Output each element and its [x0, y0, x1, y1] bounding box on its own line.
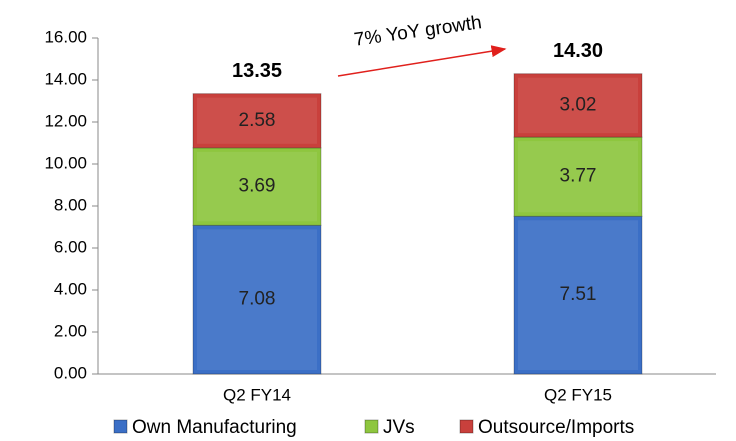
legend-label: JVs [383, 417, 415, 438]
bar-segment [192, 147, 322, 226]
bar-segment [192, 93, 322, 149]
y-tick-label: 4.00 [54, 279, 87, 298]
value-label: 2.58 [239, 110, 276, 131]
legend-swatch [113, 419, 128, 434]
bar-bevel [518, 77, 638, 134]
value-label: 3.77 [560, 166, 597, 187]
bar-segment [513, 136, 643, 217]
legend-label: Outsource/Imports [478, 417, 634, 438]
y-tick-label: 16.00 [44, 27, 87, 46]
y-tick-label: 8.00 [54, 195, 87, 214]
annotation: 7% YoY growth [353, 12, 483, 51]
bar-bevel [518, 220, 638, 370]
y-tick-label: 10.00 [44, 153, 87, 172]
bar-segment [192, 224, 322, 375]
value-label: 3.02 [560, 94, 597, 115]
x-tick-label: Q2 FY15 [544, 385, 612, 404]
x-tick-label: Q2 FY14 [223, 385, 291, 404]
value-label: 7.51 [560, 284, 597, 305]
total-label: 14.30 [553, 40, 603, 62]
bar-segment [513, 73, 643, 138]
legend-label: Own Manufacturing [132, 417, 297, 438]
value-label: 3.69 [239, 176, 276, 197]
legend-swatch [364, 419, 379, 434]
bar-segment [513, 215, 643, 375]
bar-bevel [518, 141, 638, 213]
legend-swatch [459, 419, 474, 434]
bar-bevel [197, 97, 317, 144]
y-tick-label: 12.00 [44, 111, 87, 130]
y-tick-label: 6.00 [54, 237, 87, 256]
total-label: 13.35 [232, 60, 282, 82]
growth-arrow [337, 45, 507, 77]
bar-bevel [197, 229, 317, 370]
y-tick-label: 2.00 [54, 321, 87, 340]
bar-bevel [197, 151, 317, 222]
value-label: 7.08 [239, 289, 276, 310]
y-tick-label: 0.00 [54, 363, 87, 382]
y-tick-label: 14.00 [44, 69, 87, 88]
